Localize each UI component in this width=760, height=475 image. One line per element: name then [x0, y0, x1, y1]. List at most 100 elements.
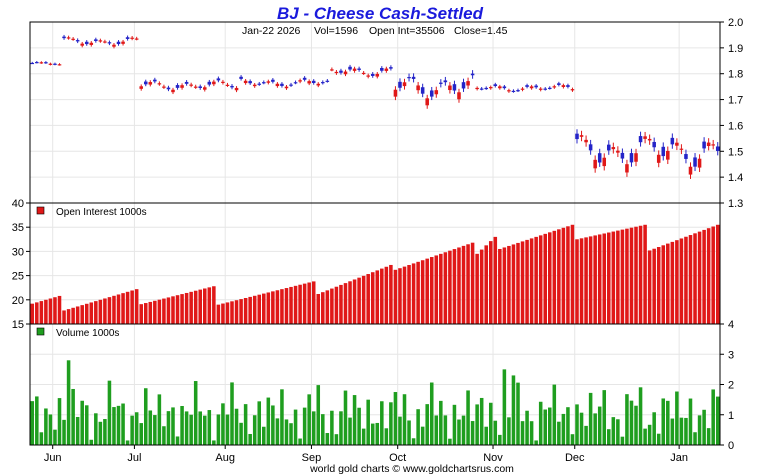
price-candle: [339, 70, 343, 73]
price-panel: [30, 34, 720, 179]
price-candle: [57, 64, 62, 66]
price-candle: [611, 147, 616, 150]
price-candle: [348, 66, 352, 70]
price-candle: [384, 68, 389, 71]
volume-bar: [529, 421, 534, 445]
open-interest-bar: [121, 293, 125, 324]
volume-legend-label: Volume 1000s: [56, 328, 119, 339]
volume-bar: [420, 426, 425, 445]
price-candle: [393, 89, 398, 97]
price-candle: [552, 86, 557, 88]
volume-bar: [212, 440, 216, 445]
price-candle: [557, 83, 561, 85]
price-candle: [416, 85, 420, 91]
open-interest-bar: [103, 298, 107, 324]
price-candle: [330, 69, 334, 71]
open-interest-bar: [184, 292, 189, 324]
volume-bar: [697, 415, 702, 445]
volume-axis-tick-label: 0: [728, 440, 734, 452]
open-interest-bar: [552, 230, 557, 324]
volume-bar: [343, 390, 348, 445]
open-interest-bar: [339, 284, 343, 324]
volume-bar: [579, 412, 584, 445]
open-interest-bar: [321, 292, 325, 324]
price-candle: [411, 76, 416, 79]
price-candle: [234, 87, 239, 91]
volume-bar: [607, 429, 611, 445]
open-interest-bar: [711, 226, 715, 324]
volume-bar: [80, 400, 84, 445]
open-interest-bar: [157, 299, 162, 324]
price-candle: [461, 82, 466, 89]
price-candle: [616, 150, 620, 153]
open-interest-bar: [348, 281, 352, 324]
volume-bar: [121, 403, 125, 445]
volume-bar: [289, 423, 293, 445]
price-candle: [325, 80, 330, 82]
price-candle: [262, 82, 266, 84]
open-interest-bar: [302, 283, 307, 324]
volume-bar: [634, 405, 638, 445]
volume-bar: [271, 405, 275, 445]
volume-bar: [184, 411, 189, 445]
open-interest-bar: [53, 297, 57, 324]
volume-bar: [125, 440, 130, 445]
price-candle: [35, 62, 39, 64]
volume-bar: [153, 415, 157, 445]
price-candle: [116, 41, 121, 45]
price-axis-tick-label: 1.4: [728, 172, 743, 184]
open-interest-bar: [697, 231, 702, 324]
open-interest-bar: [252, 295, 257, 324]
price-candle: [647, 138, 652, 141]
volume-bar: [35, 396, 39, 445]
volume-bar: [234, 408, 239, 445]
volume-bar: [375, 422, 380, 445]
price-candle: [125, 37, 130, 39]
price-candle: [316, 83, 321, 86]
month-label: Sep: [302, 452, 322, 464]
open-interest-bar: [525, 239, 529, 324]
open-interest-bar: [448, 250, 452, 324]
price-candle: [193, 86, 198, 88]
open-interest-bar: [48, 298, 53, 324]
price-candle: [425, 98, 429, 106]
volume-bar: [361, 428, 366, 445]
open-interest-bar: [661, 245, 666, 324]
open-interest-bar: [425, 258, 429, 324]
price-candle: [516, 90, 520, 92]
volume-bar: [584, 425, 588, 445]
open-interest-bar: [684, 236, 688, 324]
volume-bar: [53, 429, 57, 445]
open-interest-bar: [602, 233, 607, 324]
price-candle: [475, 87, 479, 90]
price-candle: [280, 83, 284, 86]
price-candle: [207, 81, 212, 85]
volume-bar: [693, 432, 697, 445]
price-candle: [389, 67, 393, 69]
volume-bar: [670, 418, 675, 445]
open-interest-bar: [393, 269, 398, 324]
volume-bar: [684, 417, 688, 445]
volume-bar: [534, 440, 538, 445]
price-candle: [302, 77, 307, 80]
price-candle: [570, 89, 575, 91]
volume-bar: [225, 414, 230, 445]
open-interest-bar: [715, 224, 720, 324]
open-interest-bar: [656, 247, 661, 324]
price-candle: [452, 84, 457, 91]
open-interest-bar: [366, 274, 370, 324]
volume-bar: [389, 402, 393, 445]
open-interest-bar: [343, 283, 348, 324]
volume-axis-tick-label: 1: [728, 410, 734, 422]
open-interest-bar: [670, 241, 675, 324]
open-interest-bar: [620, 229, 625, 324]
volume-bar: [588, 392, 593, 445]
oi-axis-tick-label: 25: [12, 271, 24, 283]
price-candle: [53, 63, 57, 65]
volume-bar: [321, 414, 325, 445]
open-interest-bar: [588, 236, 593, 324]
price-candle: [202, 87, 207, 90]
open-interest-bar: [44, 299, 48, 324]
volume-bar: [239, 422, 243, 445]
price-candle: [457, 92, 461, 100]
